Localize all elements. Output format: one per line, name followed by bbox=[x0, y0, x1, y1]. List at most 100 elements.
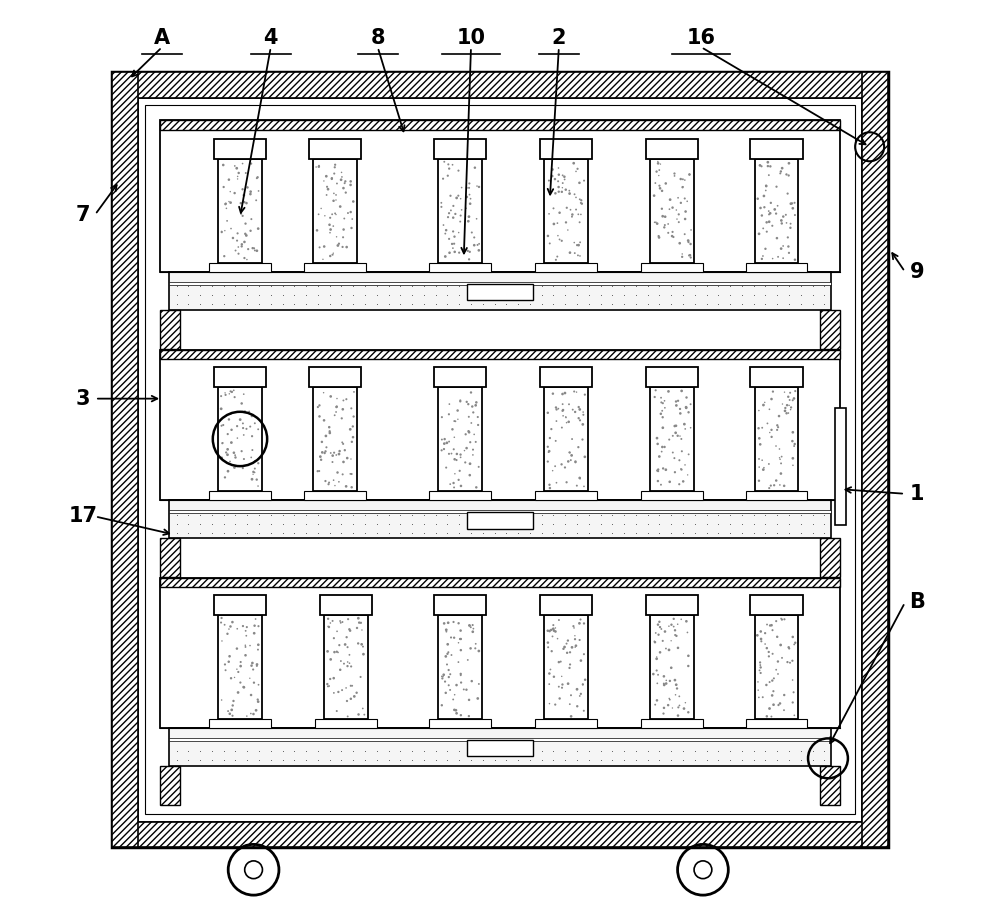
Point bbox=[681, 168, 697, 182]
Point bbox=[447, 452, 463, 467]
Point bbox=[222, 619, 238, 633]
Point bbox=[562, 445, 578, 459]
Point bbox=[449, 453, 465, 467]
Point bbox=[674, 383, 690, 398]
Point bbox=[540, 439, 556, 454]
Point bbox=[576, 647, 592, 661]
Point bbox=[226, 460, 242, 475]
Point bbox=[438, 460, 454, 475]
Point bbox=[541, 207, 557, 221]
Point bbox=[227, 450, 243, 465]
Point bbox=[677, 421, 693, 436]
Point bbox=[447, 207, 463, 221]
Point bbox=[558, 182, 574, 197]
Point bbox=[558, 410, 574, 424]
Point bbox=[656, 220, 672, 235]
Point bbox=[785, 673, 801, 688]
Point bbox=[562, 660, 578, 675]
Point bbox=[785, 425, 801, 439]
Point bbox=[541, 697, 557, 711]
Point bbox=[244, 656, 260, 670]
Point bbox=[462, 188, 478, 202]
Bar bbox=[650, 387, 694, 491]
Point bbox=[567, 405, 583, 419]
Point bbox=[221, 412, 237, 427]
Point bbox=[436, 616, 452, 631]
Point bbox=[246, 675, 262, 689]
Point bbox=[672, 401, 688, 416]
Point bbox=[665, 200, 681, 215]
Bar bbox=[309, 367, 361, 387]
Point bbox=[567, 455, 583, 469]
Point bbox=[230, 226, 246, 241]
Point bbox=[653, 477, 669, 492]
Point bbox=[773, 612, 789, 626]
Point bbox=[245, 662, 261, 677]
Point bbox=[239, 620, 255, 634]
Point bbox=[657, 393, 673, 408]
Point bbox=[449, 190, 465, 205]
Point bbox=[750, 683, 766, 698]
Point bbox=[353, 670, 369, 684]
Point bbox=[564, 207, 580, 222]
Point bbox=[219, 627, 235, 641]
Point bbox=[552, 232, 568, 246]
Bar bbox=[434, 595, 486, 615]
Point bbox=[758, 178, 774, 193]
Point bbox=[324, 171, 340, 186]
Point bbox=[666, 167, 682, 181]
Point bbox=[433, 196, 449, 210]
Point bbox=[786, 391, 802, 406]
Point bbox=[471, 677, 487, 691]
Point bbox=[214, 436, 230, 450]
Bar bbox=[467, 740, 533, 757]
Point bbox=[230, 169, 246, 184]
Point bbox=[756, 200, 772, 215]
Point bbox=[328, 405, 344, 419]
Point bbox=[433, 199, 449, 214]
Point bbox=[554, 458, 570, 472]
Point bbox=[779, 216, 795, 230]
Point bbox=[440, 169, 456, 183]
Point bbox=[647, 698, 663, 712]
Point bbox=[779, 398, 795, 412]
Bar bbox=[650, 159, 694, 263]
Point bbox=[650, 154, 666, 169]
Point bbox=[331, 475, 347, 489]
Point bbox=[326, 631, 342, 645]
Point bbox=[567, 454, 583, 468]
Point bbox=[751, 421, 767, 436]
Point bbox=[672, 406, 688, 420]
Point bbox=[322, 424, 338, 439]
Point bbox=[454, 180, 470, 195]
Point bbox=[761, 481, 777, 496]
Point bbox=[335, 402, 351, 417]
Point bbox=[320, 619, 336, 633]
Point bbox=[761, 649, 777, 663]
Point bbox=[315, 252, 331, 266]
Point bbox=[784, 653, 800, 668]
Point bbox=[784, 434, 800, 448]
Point bbox=[220, 464, 236, 478]
Point bbox=[781, 169, 797, 183]
Point bbox=[769, 179, 785, 194]
Point bbox=[769, 418, 785, 432]
Bar bbox=[746, 491, 807, 500]
Point bbox=[650, 668, 666, 682]
Point bbox=[567, 629, 583, 643]
Point bbox=[655, 461, 671, 476]
Point bbox=[335, 181, 351, 196]
Point bbox=[670, 708, 686, 723]
Point bbox=[572, 632, 588, 647]
Point bbox=[316, 239, 332, 254]
Point bbox=[752, 437, 768, 451]
Point bbox=[236, 428, 252, 442]
Point bbox=[774, 397, 790, 411]
Point bbox=[465, 624, 481, 639]
Bar bbox=[434, 367, 486, 387]
Point bbox=[325, 247, 341, 262]
Point bbox=[339, 694, 355, 708]
Point bbox=[332, 199, 348, 214]
Point bbox=[647, 390, 663, 404]
Point bbox=[337, 174, 353, 188]
